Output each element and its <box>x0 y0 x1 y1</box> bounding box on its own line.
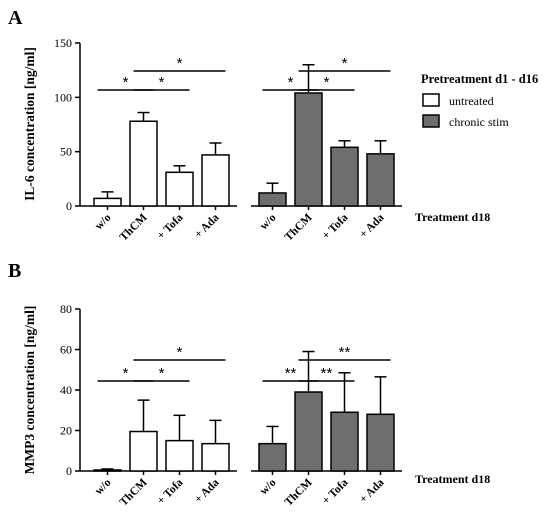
panel-b-ylabel: MMP3 concentration [ng/ml] <box>22 306 37 475</box>
significance-label: * <box>159 74 165 91</box>
x-tick-label: w/o <box>93 211 114 232</box>
x-tick-label: + Tofa <box>320 476 351 507</box>
bar <box>165 439 194 472</box>
significance-label: ** <box>321 365 333 382</box>
bar <box>93 197 122 207</box>
bar <box>294 92 323 207</box>
bar <box>258 192 287 207</box>
bar <box>129 430 158 472</box>
panel-a-ylabel: IL-6 concentration [ng/ml] <box>22 47 37 201</box>
x-tick-label: w/o <box>258 476 279 497</box>
y-tick-label: 0 <box>66 464 72 478</box>
panel-b-letter: B <box>8 260 21 282</box>
panel-b-treatment-label: Treatment d18 <box>415 472 490 486</box>
y-tick-label: 80 <box>60 302 72 316</box>
significance-label: * <box>342 55 348 72</box>
y-tick-label: 40 <box>60 383 72 397</box>
bar <box>258 442 287 472</box>
x-tick-label: + Tofa <box>320 211 351 242</box>
panel-a-treatment-label: Treatment d18 <box>415 210 490 224</box>
legend-label-untreated: untreated <box>449 94 494 108</box>
y-tick-label: 150 <box>54 36 72 50</box>
x-tick-label: + Tofa <box>155 476 186 507</box>
significance-label: * <box>288 74 294 91</box>
significance-label: ** <box>339 344 351 361</box>
x-tick-label: ThCM <box>118 477 150 509</box>
bar <box>330 411 359 472</box>
x-tick-label: + Ada <box>192 476 221 505</box>
significance-label: * <box>159 365 165 382</box>
bar <box>366 153 395 207</box>
x-tick-label: + Tofa <box>155 211 186 242</box>
significance-label: * <box>324 74 330 91</box>
bar <box>165 171 194 207</box>
y-tick-label: 50 <box>60 145 72 159</box>
x-tick-label: w/o <box>258 211 279 232</box>
y-tick-label: 20 <box>60 424 72 438</box>
x-tick-label: + Ada <box>192 211 221 240</box>
significance-label: * <box>123 74 129 91</box>
y-tick-label: 100 <box>54 90 72 104</box>
x-tick-label: w/o <box>93 476 114 497</box>
x-tick-label: ThCM <box>283 477 315 509</box>
x-tick-label: ThCM <box>283 212 315 244</box>
bar <box>330 146 359 207</box>
bar <box>93 469 122 472</box>
legend-label-chronic-stim: chronic stim <box>449 115 509 129</box>
x-tick-label: + Ada <box>357 211 386 240</box>
legend-swatch-untreated <box>422 93 440 107</box>
bar <box>366 413 395 472</box>
legend-swatch-chronic-stim <box>422 114 440 128</box>
bar <box>201 442 230 472</box>
x-tick-label: ThCM <box>118 212 150 244</box>
y-tick-label: 60 <box>60 343 72 357</box>
x-tick-label: + Ada <box>357 476 386 505</box>
panel-a-letter: A <box>8 7 23 29</box>
significance-label: * <box>177 344 183 361</box>
bar <box>129 120 158 207</box>
bar <box>294 391 323 472</box>
significance-label: * <box>177 55 183 72</box>
significance-label: * <box>123 365 129 382</box>
significance-label: ** <box>285 365 297 382</box>
legend-title: Pretreatment d1 - d16 <box>421 72 538 86</box>
bar <box>201 154 230 207</box>
y-tick-label: 0 <box>66 199 72 213</box>
